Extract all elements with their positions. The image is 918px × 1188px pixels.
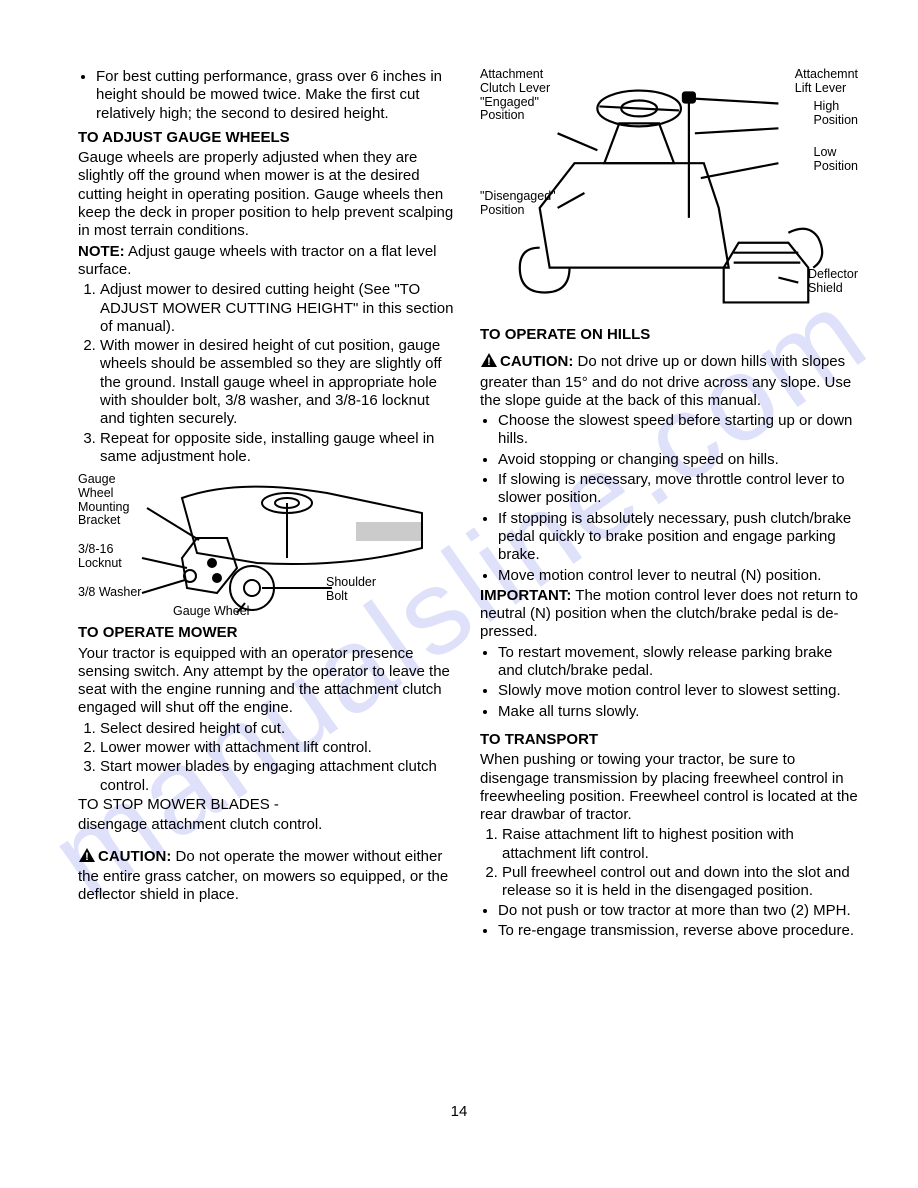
list-item: Lower mower with attachment lift control… [100,739,456,757]
caution-label: CAUTION: [500,353,573,370]
heading-adjust-gauge: TO ADJUST GAUGE WHEELS [78,129,456,147]
important-paragraph: IMPORTANT: The motion control lever does… [480,587,858,642]
list-item: With mower in desired height of cut posi… [100,337,456,428]
list-item: If slowing is necessary, move throttle c… [498,471,858,508]
svg-text:!: ! [487,356,491,368]
fig-label: Shoulder Bolt [326,576,376,604]
fig-label: 3/8-16 Locknut [78,543,122,571]
heading-operate-hills: TO OPERATE ON HILLS [480,326,858,344]
transport-steps: Raise attachment lift to highest positio… [480,826,858,900]
fig-label: Gauge Wheel [173,605,249,619]
top-bullet-list: For best cutting performance, grass over… [78,68,456,123]
fig-label: 3/8 Washer [78,586,141,600]
heading-operate-mower: TO OPERATE MOWER [78,624,456,642]
fig-label: Low Position [814,146,858,174]
fig-label: Attachemnt Lift Lever [795,68,858,96]
fig-label: Attachment Clutch Lever "Engaged" Positi… [480,68,550,123]
paragraph: Your tractor is equipped with an operato… [78,645,456,718]
list-item: Avoid stopping or changing speed on hill… [498,451,858,469]
operate-steps: Select desired height of cut. Lower mowe… [78,720,456,795]
list-item: Repeat for opposite side, installing gau… [100,430,456,467]
list-item: Make all turns slowly. [498,703,858,721]
list-item: Slowly move motion control lever to slow… [498,682,858,700]
hills-bullets: Choose the slowest speed before starting… [480,412,858,585]
figure-gauge-wheel: Gauge Wheel Mounting Bracket 3/8-16 Lock… [78,468,456,618]
fig-label: High Position [814,100,858,128]
paragraph: When pushing or towing your tractor, be … [480,751,858,824]
right-column: Attachment Clutch Lever "Engaged" Positi… [480,68,858,942]
adjust-steps: Adjust mower to desired cutting height (… [78,281,456,466]
note-text: Adjust gauge wheels with tractor on a fl… [78,243,437,278]
list-item: Adjust mower to desired cutting height (… [100,281,456,336]
transport-bullets: Do not push or tow tractor at more than … [480,902,858,941]
list-item: Do not push or tow tractor at more than … [498,902,858,920]
fig-label: Deflector Shield [808,268,858,296]
list-item: If stopping is absolutely necessary, pus… [498,510,858,565]
caution-paragraph: ! CAUTION: Do not operate the mower with… [78,847,456,905]
caution-icon: ! [480,352,498,373]
figure-tractor-levers: Attachment Clutch Lever "Engaged" Positi… [480,68,858,318]
stop-blades-line1: TO STOP MOWER BLADES - [78,796,456,814]
list-item: Raise attachment lift to highest positio… [502,826,858,863]
fig-label: "Disengaged" Position [480,190,556,218]
note-paragraph: NOTE: Adjust gauge wheels with tractor o… [78,243,456,280]
list-item: Choose the slowest speed before starting… [498,412,858,449]
list-item: For best cutting performance, grass over… [96,68,456,123]
caution-paragraph: ! CAUTION: Do not drive up or down hills… [480,352,858,410]
list-item: To restart movement, slowly release park… [498,644,858,681]
fig-label: Gauge Wheel Mounting Bracket [78,473,129,528]
heading-transport: TO TRANSPORT [480,731,858,749]
list-item: Start mower blades by engaging attachmen… [100,758,456,795]
list-item: Pull freewheel control out and down into… [502,864,858,901]
caution-label: CAUTION: [98,848,171,865]
left-column: For best cutting performance, grass over… [78,68,456,942]
stop-blades-line2: disengage attachment clutch control. [78,816,456,834]
paragraph: Gauge wheels are properly adjusted when … [78,149,456,240]
list-item: Select desired height of cut. [100,720,456,738]
page-body: For best cutting performance, grass over… [0,0,918,982]
note-label: NOTE: [78,243,125,260]
important-label: IMPORTANT: [480,587,571,604]
restart-bullets: To restart movement, slowly release park… [480,644,858,721]
list-item: Move motion control lever to neutral (N)… [498,567,858,585]
list-item: To re-engage transmission, reverse above… [498,922,858,940]
caution-icon: ! [78,847,96,868]
svg-text:!: ! [85,851,89,863]
page-number: 14 [0,1103,918,1120]
